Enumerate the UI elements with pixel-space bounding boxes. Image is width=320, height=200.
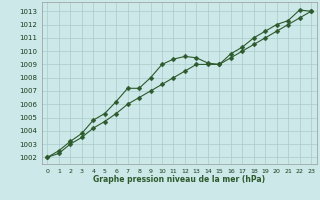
- X-axis label: Graphe pression niveau de la mer (hPa): Graphe pression niveau de la mer (hPa): [93, 175, 265, 184]
